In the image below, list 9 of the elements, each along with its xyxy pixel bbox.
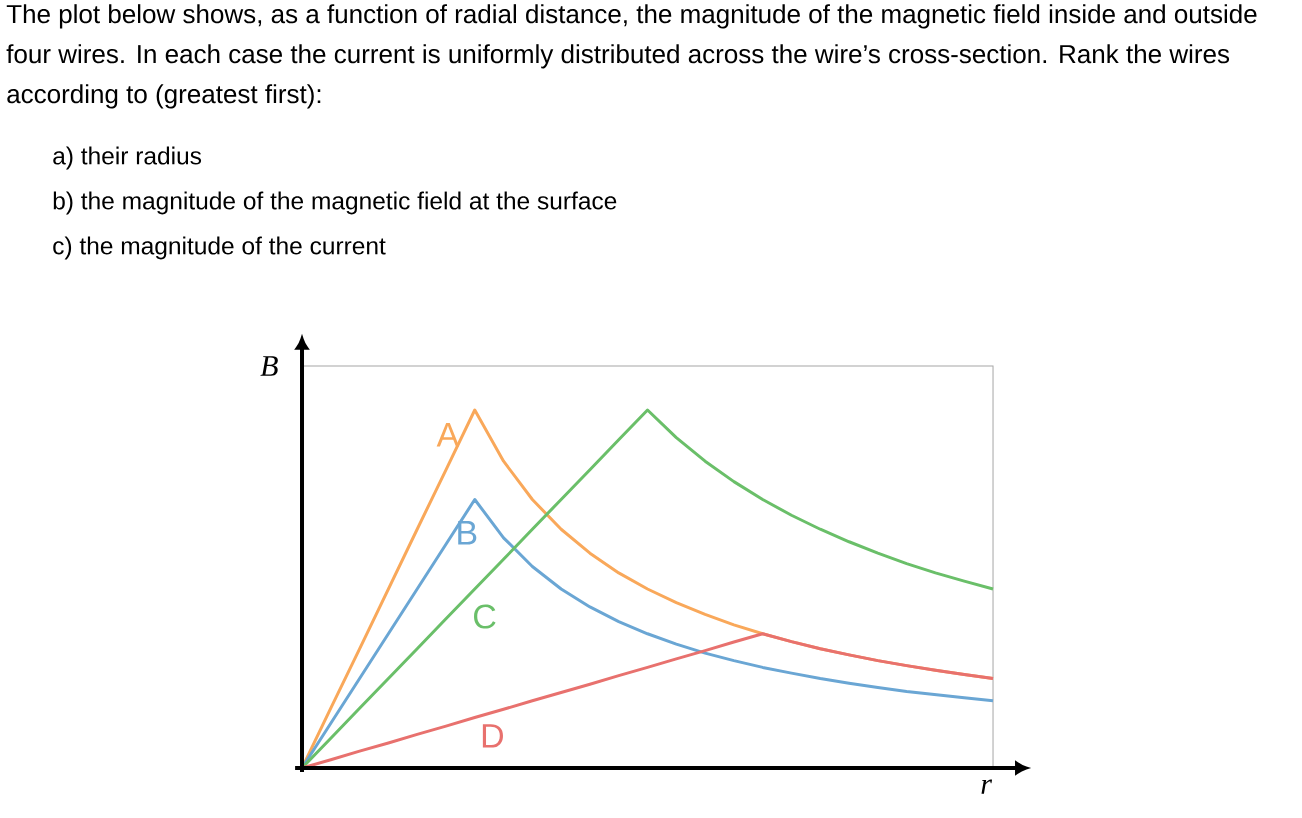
- chart-title: The plot below shows, as a function of radial distance, the magnitude of the magnetic field inside and outside four wires. In each case the current is uniformly distributed across the wire’s cross-section. Rank the wires according to (greatest first):: [6, 4, 1257, 109]
- series-label: A: [436, 423, 460, 447]
- x-axis-title: r: [981, 779, 993, 794]
- text: a) their radius: [53, 146, 202, 170]
- series-label: D: [482, 724, 503, 748]
- text: b) the magnitude of the magnetic field at the surface: [53, 191, 617, 215]
- text: c) the magnitude of the current: [53, 236, 386, 260]
- series-label: C: [474, 604, 496, 629]
- y-axis-title: B: [260, 356, 278, 376]
